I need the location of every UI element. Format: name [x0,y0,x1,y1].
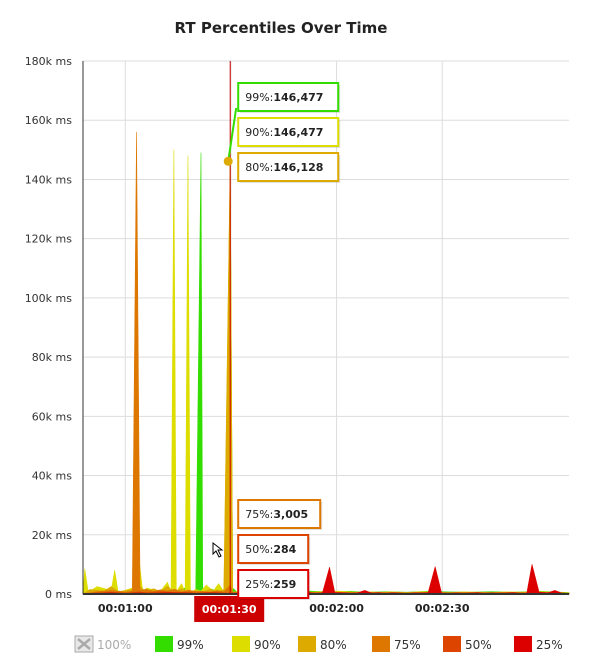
tooltip-connector [227,107,238,162]
legend-label: 75% [394,638,421,652]
tooltip-series-label: 99%: [245,91,273,104]
tooltip-box [237,82,340,112]
tooltip-box [237,534,310,564]
x-tick-label: 00:01:00 [98,602,153,615]
tooltip-value: 146,477 [273,91,323,104]
tooltip-value: 146,477 [273,126,323,139]
tooltip-box [237,117,340,147]
cursor-x-label-bg [194,596,265,622]
x-tick-label: 00:02:30 [415,602,470,615]
legend-swatch [155,636,173,652]
y-tick-label: 60k ms [32,410,73,423]
cursor-x-label-text: 00:01:30 [202,603,257,616]
cursor-marker [223,156,233,166]
y-tick-label: 180k ms [25,55,73,68]
tooltip-text: 99%:146,477 [245,91,323,104]
disabled-x-icon [77,638,91,650]
series-area-90pct [82,149,570,595]
tooltip-box [237,569,310,599]
legend-item-80pct[interactable]: 80% [298,636,347,652]
tooltip-text: 25%:259 [245,578,296,591]
tooltip-value: 3,005 [273,508,308,521]
tooltip-value: 284 [273,543,296,556]
tooltip-75pct: 75%:3,005 [237,499,323,530]
legend-swatch [443,636,461,652]
legend-item-50pct[interactable]: 50% [443,636,492,652]
y-tick-label: 80k ms [32,351,73,364]
legend-label: 90% [254,638,281,652]
legend-swatch [298,636,316,652]
series-area-75pct [82,131,570,595]
tooltip-series-label: 75%: [245,508,273,521]
legend-swatch [372,636,390,652]
tooltip-80pct: 80%:146,128 [237,152,341,183]
tooltip-text: 50%:284 [245,543,296,556]
tooltip-text: 80%:146,128 [245,161,323,174]
legend-label: 100% [97,638,131,652]
series-area-99pct [82,152,570,595]
x-tick-label: 00:02:00 [309,602,364,615]
y-tick-label: 0 ms [45,588,72,601]
tooltip-50pct: 50%:284 [237,534,311,565]
legend-label: 25% [536,638,563,652]
legend-item-100pct[interactable]: 100% [74,635,131,653]
y-tick-label: 120k ms [25,233,73,246]
mouse-pointer-shape [212,541,224,558]
tooltip-text: 75%:3,005 [245,508,308,521]
tooltip-box [237,499,322,529]
tooltip-text: 90%:146,477 [245,126,323,139]
hover-cursor: 00:01:3099%:146,47790%:146,47780%:146,12… [194,61,341,622]
y-tick-label: 160k ms [25,114,73,127]
tooltip-series-label: 25%: [245,578,273,591]
tooltip-value: 259 [273,578,296,591]
tooltip-value: 146,128 [273,161,323,174]
tooltip-series-label: 90%: [245,126,273,139]
legend-item-99pct[interactable]: 99% [155,636,204,652]
legend-item-75pct[interactable]: 75% [372,636,421,652]
legend-swatch [514,636,532,652]
tooltip-99pct: 99%:146,477 [237,82,341,113]
tooltip-25pct: 25%:259 [237,569,311,600]
legend-item-90pct[interactable]: 90% [232,636,281,652]
y-tick-label: 100k ms [25,292,73,305]
legend-item-25pct[interactable]: 25% [514,636,563,652]
legend-label: 99% [177,638,204,652]
legend-label: 80% [320,638,347,652]
tooltip-box [237,152,340,182]
cursor-x-label: 00:01:30 [194,596,265,622]
chart-title: RT Percentiles Over Time [175,19,388,37]
tooltip-90pct: 90%:146,477 [237,117,341,148]
tooltip-series-label: 50%: [245,543,273,556]
series-area-80pct [82,161,570,595]
series-areas [82,131,570,595]
legend: 100% 99% 90% 80% 75% 50% 25% [74,635,563,653]
mouse-pointer-icon [212,541,224,558]
y-tick-label: 40k ms [32,470,73,483]
legend-swatch [232,636,250,652]
y-tick-label: 20k ms [32,529,73,542]
legend-label: 50% [465,638,492,652]
tooltip-series-label: 80%: [245,161,273,174]
y-tick-label: 140k ms [25,173,73,186]
